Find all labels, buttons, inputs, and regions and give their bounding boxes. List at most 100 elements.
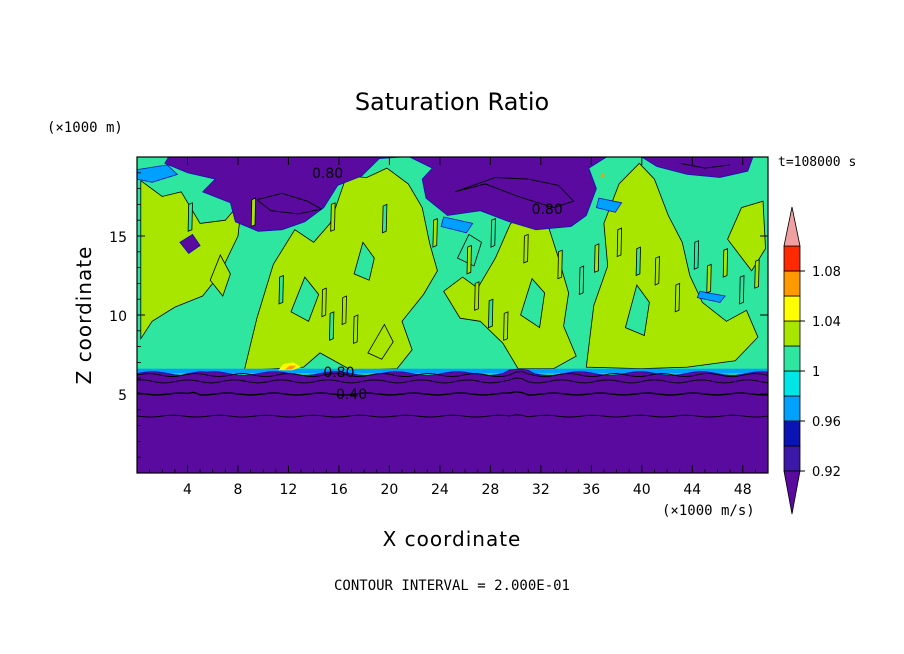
y-tick-label-2: 15	[109, 230, 127, 246]
dry-top-2	[641, 157, 754, 178]
supersat-region-6	[367, 323, 394, 360]
contour-lower-0	[137, 371, 768, 378]
streak-15	[693, 240, 700, 270]
streak-14	[674, 282, 681, 313]
streak-10	[594, 243, 600, 273]
green-pocket-1	[353, 241, 375, 281]
x-tick-label-3: 16	[330, 482, 348, 498]
green-pocket-2	[520, 277, 546, 329]
x-tick-label-10: 44	[683, 482, 701, 498]
colorbar: 1.08 1.04 1 0.96 0.92	[783, 206, 841, 515]
x-tick-label-2: 12	[280, 482, 298, 498]
dry-layer	[137, 368, 768, 473]
x-tick-label-7: 32	[532, 482, 550, 498]
x-axis-unit-label: (×1000 m/s)	[662, 503, 755, 519]
streak-3	[382, 203, 388, 234]
supersat-region-0	[140, 179, 243, 341]
streak-27	[278, 274, 284, 305]
streak-12	[635, 246, 641, 277]
streak-25	[341, 295, 347, 326]
x-tick-label-1: 8	[233, 482, 242, 498]
x-tick-label-0: 4	[183, 482, 192, 498]
y-tick-label-0: 5	[118, 388, 127, 404]
contour-lower-1	[137, 377, 768, 384]
contour-lower-3	[137, 414, 768, 418]
colorbar-band-8	[783, 245, 801, 272]
x-tick-label-8: 36	[582, 482, 600, 498]
colorbar-label-4: 0.92	[812, 465, 841, 480]
streak-5	[466, 244, 472, 275]
streak-0	[187, 202, 193, 232]
streak-16	[706, 263, 712, 294]
contour-label-3: 0.40	[336, 387, 367, 403]
y-tick-label-1: 10	[109, 309, 127, 325]
streak-7	[523, 233, 529, 264]
colorbar-label-2: 1	[812, 365, 820, 380]
contour-top-1	[454, 177, 575, 209]
streak-9	[578, 265, 585, 296]
fringe-3	[696, 290, 726, 303]
time-label: t=108000 s	[778, 155, 857, 170]
moist-band	[137, 368, 768, 374]
streak-23	[321, 287, 327, 318]
streak-6	[490, 217, 496, 248]
streak-19	[754, 259, 760, 289]
x-axis-title-text: X coordinate	[382, 527, 522, 551]
colorbar-label-3: 0.96	[812, 415, 841, 430]
x-tick-label-5: 24	[431, 482, 449, 498]
dry-top-1	[409, 157, 608, 231]
contour-field	[137, 157, 768, 473]
supersat-region-1	[243, 167, 438, 371]
colorbar-band-4	[783, 345, 801, 372]
colorbar-band-2	[783, 395, 801, 422]
x-tick-label-4: 20	[380, 482, 398, 498]
colorbar-band-0	[783, 445, 801, 472]
supersat-region-2	[443, 215, 577, 370]
streak-22	[503, 311, 509, 341]
streak-4	[432, 217, 438, 248]
streak-20	[474, 281, 480, 311]
colorbar-top-arrow	[783, 206, 801, 247]
fringe-2	[440, 216, 474, 234]
fringe-0	[137, 164, 179, 183]
contour-interval-note: CONTOUR INTERVAL = 2.000E-01	[333, 578, 570, 594]
streak-24	[329, 311, 335, 341]
green-pocket-3	[624, 284, 650, 337]
streak-1	[250, 197, 257, 228]
contour-lower-2	[137, 390, 768, 396]
streak-21	[488, 298, 494, 329]
contour-label-0: 0.80	[312, 166, 343, 182]
chart-title: Saturation Ratio	[354, 88, 550, 116]
contour-lines	[137, 162, 768, 418]
green-pocket-0	[290, 276, 320, 322]
contour-label-1: 0.80	[532, 202, 563, 218]
dry-top-3	[179, 233, 201, 254]
hotspot-top	[600, 172, 606, 178]
supersat-region-4	[727, 200, 766, 272]
streak-11	[616, 227, 623, 258]
colorbar-band-6	[783, 295, 801, 322]
colorbar-label-0: 1.08	[812, 265, 841, 280]
streak-17	[722, 247, 729, 278]
y-axis-unit-label: (×1000 m)	[47, 120, 123, 136]
colorbar-band-1	[783, 420, 801, 447]
streak-2	[330, 202, 336, 232]
contour-label-2: 0.80	[323, 365, 354, 381]
colorbar-band-7	[783, 270, 801, 297]
supersat-region-5	[209, 254, 231, 297]
colorbar-bottom-arrow	[783, 470, 801, 515]
colorbar-label-1: 1.04	[812, 315, 841, 330]
colorbar-band-5	[783, 320, 801, 347]
contour-top-0	[256, 192, 323, 215]
x-tick-label-6: 28	[481, 482, 499, 498]
fringe-1	[595, 197, 623, 213]
streak-13	[654, 255, 660, 286]
x-tick-label-9: 40	[633, 482, 651, 498]
colorbar-band-3	[783, 370, 801, 397]
streak-18	[739, 274, 745, 305]
hotspot-orange	[284, 365, 296, 370]
x-axis-title: X coordinate	[0, 527, 904, 551]
x-tick-label-11: 48	[734, 482, 752, 498]
